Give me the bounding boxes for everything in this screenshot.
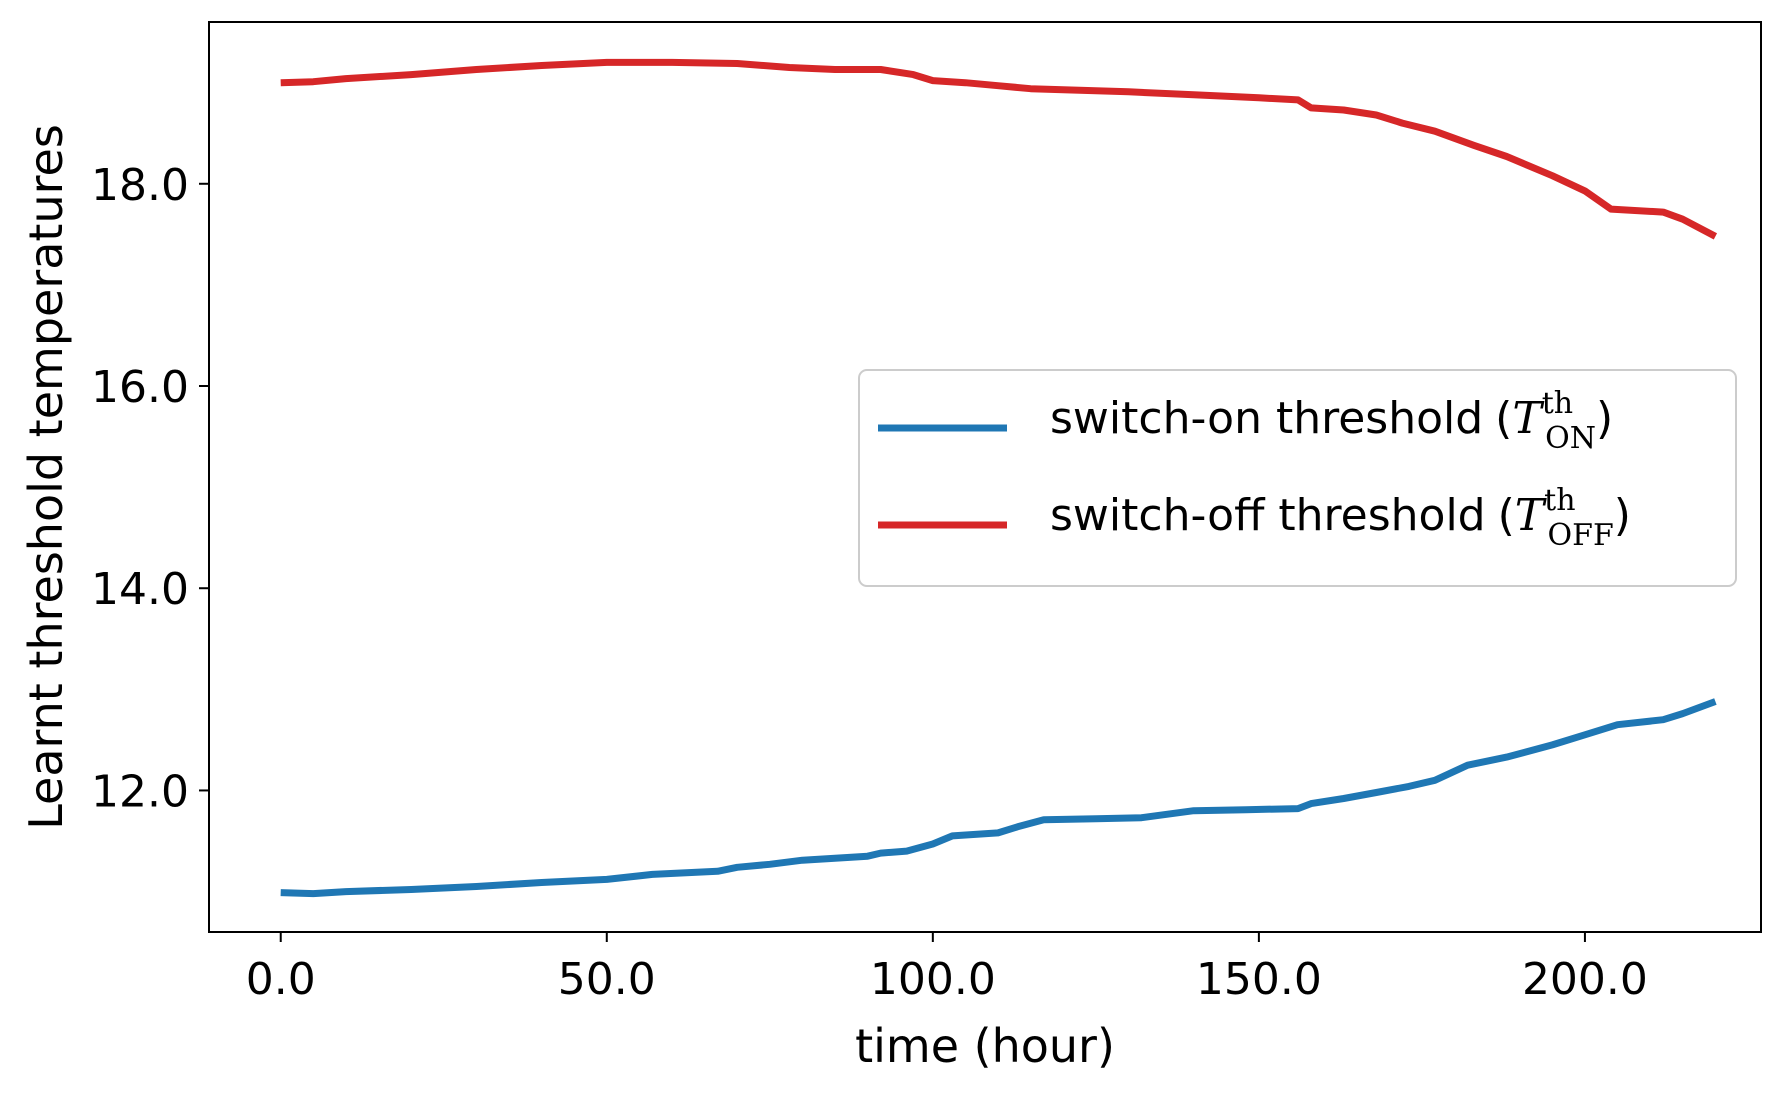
y-axis: 12.0 14.0 16.0 18.0 — [91, 160, 209, 817]
series-line-switch-on-threshold — [280, 698, 1717, 898]
y-tick-label: 16.0 — [91, 362, 189, 413]
y-axis-title: Learnt threshold temperatures — [19, 124, 73, 830]
legend: switch-on threshold (Tth ON) switch-off th… — [858, 369, 1737, 587]
x-axis-title: time (hour) — [855, 1019, 1115, 1073]
y-tick-label: 12.0 — [91, 766, 189, 817]
y-tick-label: 14.0 — [91, 564, 189, 615]
x-tick-label: 200.0 — [1522, 954, 1648, 1005]
x-tick-label: 0.0 — [246, 954, 316, 1005]
legend-label-switch-off: switch-off threshold (Tth OFF) — [1050, 483, 1631, 553]
legend-sub-switch-on: ON — [1545, 421, 1596, 456]
legend-sup-switch-off: th — [1544, 483, 1575, 518]
x-axis: 0.0 50.0 100.0 150.0 200.0 — [246, 932, 1648, 1005]
x-tick-label: 150.0 — [1196, 954, 1322, 1005]
series-layer — [280, 58, 1718, 898]
plot-frame — [208, 21, 1762, 933]
x-tick-label: 100.0 — [870, 954, 996, 1005]
legend-name-switch-on: switch-on threshold — [1050, 393, 1483, 444]
legend-sup-switch-on: th — [1542, 386, 1573, 421]
legend-symbol-switch-on: T — [1512, 393, 1545, 444]
x-tick-label: 50.0 — [558, 954, 656, 1005]
y-tick-label: 18.0 — [91, 160, 189, 211]
legend-box — [858, 369, 1737, 587]
legend-label-switch-on: switch-on threshold (Tth ON) — [1050, 386, 1613, 456]
legend-name-switch-off: switch-off threshold — [1050, 490, 1486, 541]
legend-sub-switch-off: OFF — [1548, 518, 1614, 553]
series-line-switch-off-threshold — [280, 58, 1718, 240]
legend-symbol-switch-off: T — [1515, 490, 1548, 541]
